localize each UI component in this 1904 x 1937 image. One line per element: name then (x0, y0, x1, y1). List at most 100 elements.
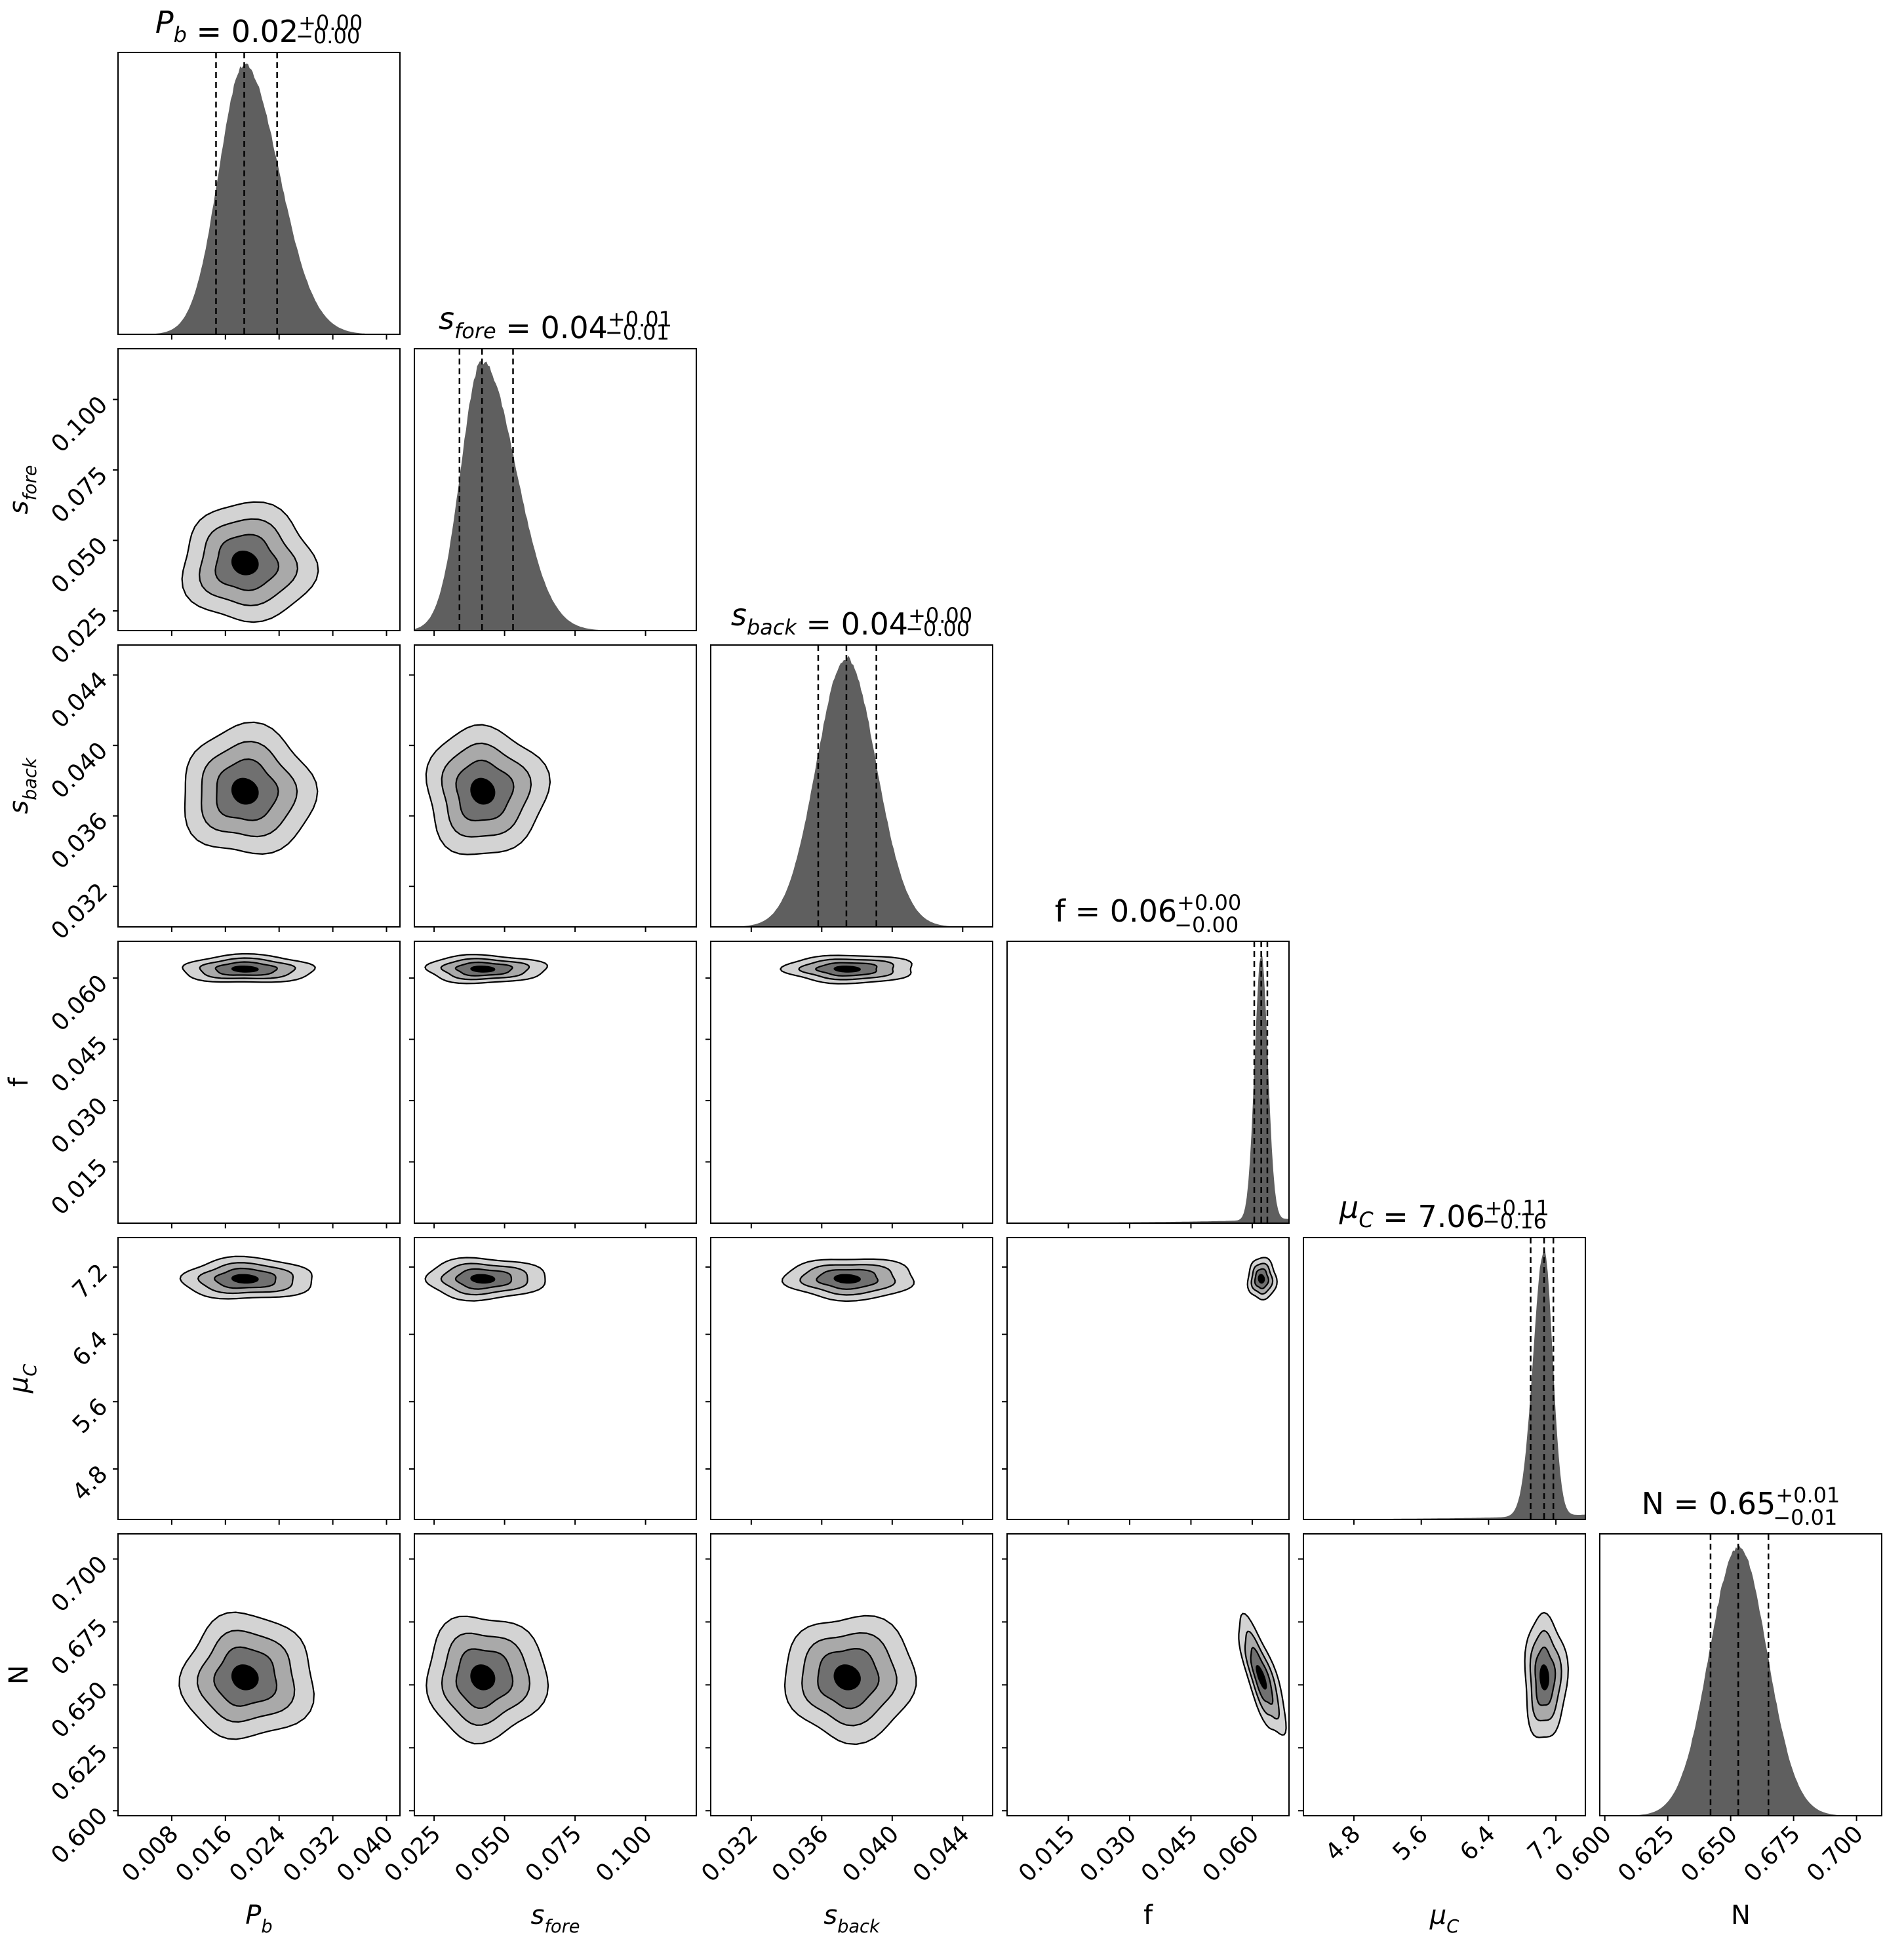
contours-f-s_back (779, 954, 913, 985)
contours-s_back-s_fore (425, 724, 551, 855)
contours-s_back-P_b (184, 721, 319, 855)
title-s_back: sback = 0.04+0.00 (731, 597, 972, 642)
contours-N-mu_C (1524, 1611, 1570, 1738)
y-axis-label-s_back: sback (4, 757, 41, 814)
y-tick-label: 0.044 (46, 667, 113, 734)
contours-f-s_fore (424, 953, 548, 985)
panel-frame (414, 1237, 697, 1520)
title-mu_C: μC = 7.06+0.11 (1339, 1190, 1549, 1234)
panel-frame (710, 941, 993, 1224)
panel-frame (1006, 1533, 1290, 1816)
panel-N-vs-mu_C: 4.8 5.6 6.4 7.2 (1298, 1533, 1586, 1866)
y-tick-label: 0.045 (46, 1031, 113, 1098)
contours-N-s_fore (426, 1615, 549, 1745)
y-tick-label: 6.4 (68, 1326, 113, 1371)
x-tick-label: 6.4 (1455, 1820, 1500, 1866)
panel-P_b-vs-P_b: Pb = 0.02+0.00−0.00 (117, 5, 401, 340)
panel-frame (117, 1237, 401, 1520)
contour-level-4 (470, 777, 496, 805)
panel-s_fore-vs-s_fore: sfore = 0.04+0.01−0.01 (414, 301, 697, 636)
title-N: N = 0.65+0.01 (1642, 1483, 1840, 1521)
contours-mu_C-s_fore (424, 1257, 546, 1302)
panel-f-vs-s_fore (409, 941, 697, 1228)
y-tick-label: 0.100 (46, 391, 113, 458)
y-tick-label: 0.015 (46, 1154, 113, 1221)
panel-N-vs-s_back: 0.032 0.036 0.040 0.044 (696, 1533, 993, 1887)
panel-mu_C-vs-f (1002, 1237, 1290, 1525)
x-tick-label: 4.8 (1320, 1820, 1366, 1866)
contours-mu_C-P_b (179, 1255, 313, 1300)
y-tick-label: 0.032 (46, 878, 113, 945)
panel-frame (1006, 941, 1290, 1224)
x-tick-label: 0.060 (1197, 1820, 1264, 1887)
y-tick-label: 0.025 (46, 602, 113, 669)
panel-frame (414, 348, 697, 631)
title-minus-f: −0.00 (1174, 912, 1239, 937)
panel-frame (117, 941, 401, 1224)
panel-frame (414, 1533, 697, 1816)
y-axis-label-f: f (4, 1077, 34, 1087)
x-axis-label-P_b: Pb (245, 1900, 272, 1937)
histogram-f (1007, 956, 1289, 1223)
contour-level-4 (470, 966, 496, 973)
contour-level-4 (231, 777, 259, 805)
title-minus-mu_C: −0.16 (1482, 1209, 1547, 1234)
x-axis-label-s_fore: sfore (531, 1900, 580, 1937)
x-tick-label: 0.625 (1613, 1820, 1680, 1887)
x-tick-label: 5.6 (1388, 1820, 1433, 1866)
panel-frame (710, 1237, 993, 1520)
histogram-P_b (118, 63, 400, 335)
contour-level-4 (231, 1274, 259, 1284)
x-tick-label: 0.075 (521, 1820, 587, 1887)
panel-mu_C-vs-s_back (705, 1237, 993, 1525)
title-minus-P_b: −0.00 (296, 24, 360, 49)
panel-N-vs-P_b: 0.0080.0160.0240.0320.0400.6000.6250.650… (46, 1533, 401, 1887)
y-tick-label: 0.700 (46, 1551, 113, 1618)
contour-level-4 (1258, 1274, 1265, 1284)
contours-mu_C-s_back (781, 1258, 915, 1302)
histogram-s_fore (414, 361, 696, 631)
panel-f-vs-s_back (705, 941, 993, 1228)
x-tick-label: 0.032 (696, 1820, 763, 1887)
y-tick-label: 0.075 (46, 461, 113, 528)
panel-N-vs-s_fore: 0.025 0.050 0.075 0.100 (380, 1533, 697, 1887)
x-tick-label: 0.600 (1550, 1820, 1617, 1887)
histogram-s_back (711, 655, 993, 927)
contours-mu_C-f (1246, 1257, 1278, 1301)
panel-frame (117, 1533, 401, 1816)
panel-frame (117, 348, 401, 631)
x-axis-label-f: f (1143, 1900, 1153, 1930)
panel-s_back-vs-s_back: sback = 0.04+0.00−0.00 (710, 597, 993, 932)
contours-N-f (1238, 1613, 1287, 1736)
histogram-mu_C (1303, 1248, 1585, 1519)
x-axis-label-N: N (1731, 1900, 1751, 1930)
panel-frame (414, 644, 697, 928)
panel-N-vs-N: N = 0.65+0.01−0.01 0.6000.6250.6500.6750.… (1550, 1483, 1882, 1887)
title-s_fore: sfore = 0.04+0.01 (439, 301, 672, 345)
contour-level-4 (231, 966, 259, 973)
title-f: f = 0.06+0.00 (1055, 890, 1241, 929)
panel-frame (710, 1533, 993, 1816)
y-axis-label-mu_C: μC (4, 1364, 41, 1394)
x-axis-label-s_back: sback (823, 1900, 881, 1937)
title-P_b: Pb = 0.02+0.00 (155, 5, 363, 49)
title-minus-N: −0.01 (1773, 1505, 1837, 1530)
y-tick-label: 0.625 (46, 1740, 113, 1807)
y-tick-label: 0.650 (46, 1677, 113, 1744)
panel-frame (117, 52, 401, 335)
contour-level-4 (1256, 1665, 1267, 1690)
x-tick-label: 0.100 (591, 1820, 658, 1887)
x-tick-label: 0.040 (837, 1820, 904, 1887)
x-tick-label: 0.050 (450, 1820, 517, 1887)
contours-f-P_b (182, 952, 316, 983)
contour-level-4 (470, 1664, 496, 1691)
panel-s_back-vs-s_fore (409, 644, 697, 932)
contour-level-4 (833, 1664, 861, 1691)
contour-level-4 (833, 1274, 861, 1284)
y-tick-label: 0.060 (46, 969, 113, 1036)
panel-mu_C-vs-s_fore (409, 1237, 697, 1525)
